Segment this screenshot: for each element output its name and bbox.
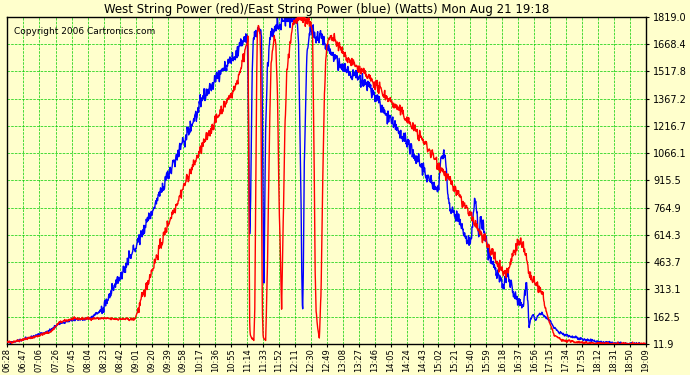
Title: West String Power (red)/East String Power (blue) (Watts) Mon Aug 21 19:18: West String Power (red)/East String Powe…	[104, 3, 549, 16]
Text: Copyright 2006 Cartronics.com: Copyright 2006 Cartronics.com	[14, 27, 155, 36]
